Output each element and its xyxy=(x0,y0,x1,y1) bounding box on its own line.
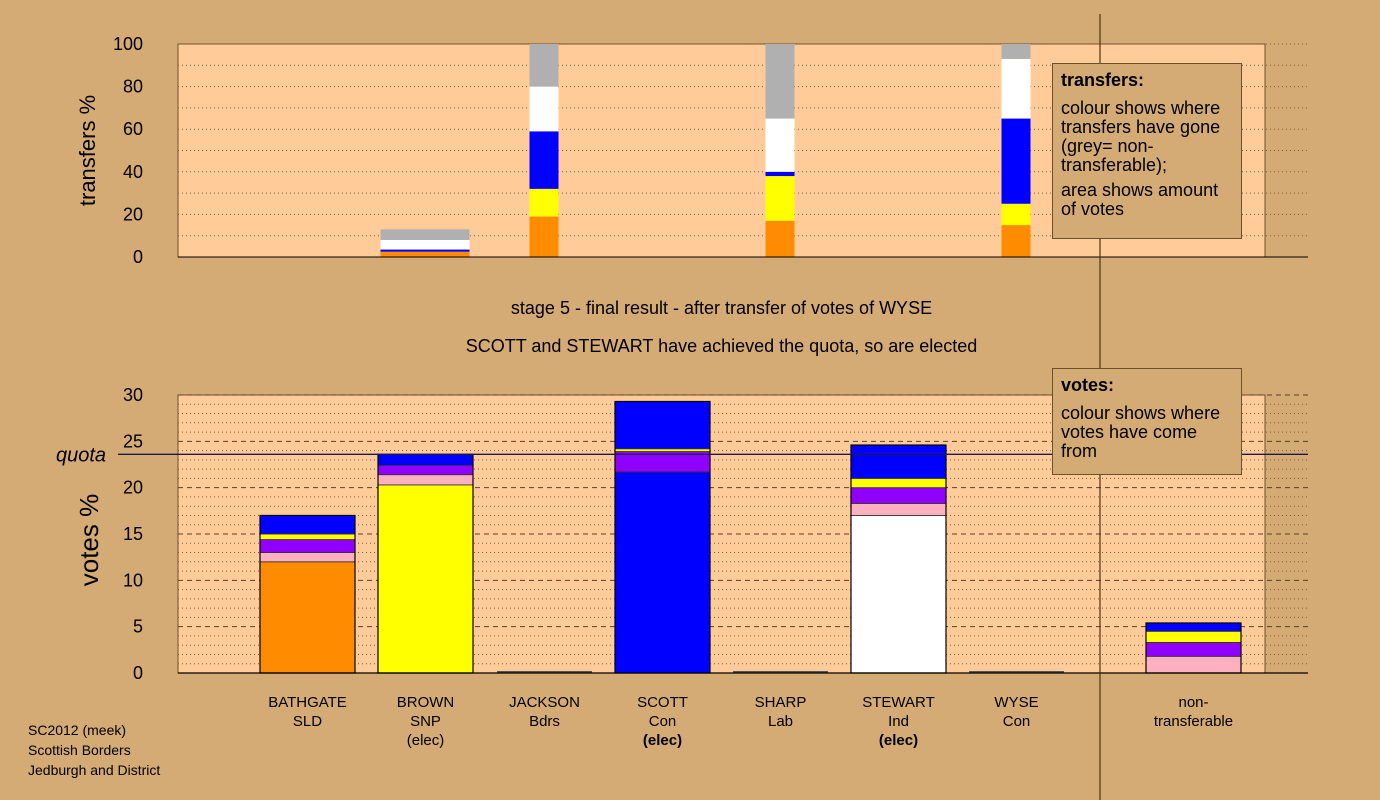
transfers-tick-label: 20 xyxy=(123,204,143,224)
transfer-segment-sld xyxy=(529,216,559,257)
vote-segment-lab xyxy=(1145,642,1242,657)
vote-segment-con xyxy=(850,444,947,479)
votes-tick-label: 30 xyxy=(123,385,143,405)
vote-segment-bdrs xyxy=(377,474,474,486)
transfer-segment-snp xyxy=(529,188,559,217)
vote-segment-lab xyxy=(259,539,356,553)
transfers-tick-label: 0 xyxy=(133,247,143,267)
vote-segment-bdrs xyxy=(1145,655,1242,674)
footnote-line-1: SC2012 (meek) xyxy=(28,722,127,738)
votes-y-axis-label: votes % xyxy=(74,494,104,587)
transfer-segment-ind xyxy=(765,118,795,172)
candidate-party-label: Con xyxy=(1003,713,1031,730)
transfer-segment-ind xyxy=(380,239,470,250)
candidate-party-label: SNP xyxy=(410,713,441,730)
vote-segment-bdrs xyxy=(850,503,947,516)
transfers-legend: transfers: colour shows where transfers … xyxy=(1052,63,1242,239)
transfer-segment-ind xyxy=(1001,58,1031,119)
vote-segment-snp xyxy=(377,484,474,674)
transfers-y-axis-label: transfers % xyxy=(75,95,100,206)
vote-segment-con xyxy=(614,471,711,674)
candidate-status-label: (elec) xyxy=(407,732,445,749)
vote-segment-ind xyxy=(850,515,947,674)
votes-tick-label: 20 xyxy=(123,478,143,498)
transfer-segment-snp xyxy=(765,176,795,221)
vote-segment-snp xyxy=(1145,630,1242,643)
candidate-name-label: non- xyxy=(1178,694,1208,711)
transfers-tick-label: 100 xyxy=(113,34,143,54)
votes-legend-title: votes: xyxy=(1061,375,1115,395)
votes-tick-label: 0 xyxy=(133,663,143,683)
candidate-party-label: Lab xyxy=(768,713,793,730)
footnote-line-2: Scottish Borders xyxy=(28,742,131,758)
transfer-segment-sld xyxy=(380,251,470,257)
vote-segment-snp xyxy=(614,448,711,452)
votes-legend: votes: colour shows where votes have com… xyxy=(1052,368,1242,475)
stage-description: stage 5 - final result - after transfer … xyxy=(510,298,933,318)
quota-label: quota xyxy=(56,444,106,466)
candidate-name-label: WYSE xyxy=(994,694,1038,711)
candidate-party-label: Con xyxy=(649,713,677,730)
transfer-segment-nontransferable xyxy=(1001,44,1031,59)
candidate-name-label: JACKSON xyxy=(509,694,580,711)
vote-segment-con xyxy=(259,515,356,535)
candidate-status-label: (elec) xyxy=(879,732,918,749)
vote-segment-snp xyxy=(259,533,356,540)
candidate-name-label: STEWART xyxy=(862,694,935,711)
transfer-segment-sld xyxy=(1001,225,1031,257)
transfer-segment-con xyxy=(529,131,559,189)
candidate-status-label: (elec) xyxy=(643,732,682,749)
vote-segment-snp xyxy=(850,477,947,489)
vote-segment-con xyxy=(614,401,711,450)
vote-segment-lab xyxy=(377,465,474,476)
vote-segment-sld xyxy=(259,561,356,674)
vote-segment-con xyxy=(1145,622,1242,632)
transfers-tick-label: 60 xyxy=(123,119,143,139)
transfer-segment-nontransferable xyxy=(765,44,795,119)
transfer-segment-ind xyxy=(529,86,559,132)
transfer-segment-nontransferable xyxy=(529,44,559,87)
candidate-party-label: Ind xyxy=(888,713,909,730)
candidate-party-label: Bdrs xyxy=(529,713,560,730)
vote-segment-con xyxy=(377,453,474,466)
transfer-segment-con xyxy=(380,249,470,252)
transfers-legend-line1: colour shows where transfers have gone (… xyxy=(1061,98,1221,175)
transfer-segment-con xyxy=(765,171,795,177)
transfers-tick-label: 80 xyxy=(123,77,143,97)
vote-segment-lab xyxy=(850,487,947,504)
candidate-name-label: SCOTT xyxy=(637,694,688,711)
elected-description: SCOTT and STEWART have achieved the quot… xyxy=(465,336,978,356)
votes-tick-label: 25 xyxy=(123,431,143,451)
transfer-segment-sld xyxy=(765,220,795,257)
footnote-line-3: Jedburgh and District xyxy=(28,762,161,778)
candidate-name-label: SHARP xyxy=(755,694,807,711)
votes-legend-line1: colour shows where votes have come from xyxy=(1061,403,1221,461)
votes-tick-label: 10 xyxy=(123,570,143,590)
votes-tick-label: 15 xyxy=(123,524,143,544)
candidate-party-label: SLD xyxy=(293,713,322,730)
transfer-segment-nontransferable xyxy=(380,229,470,240)
transfer-segment-snp xyxy=(1001,203,1031,226)
transfers-legend-line2: area shows amount of votes xyxy=(1061,180,1219,219)
transfers-legend-title: transfers: xyxy=(1061,70,1145,90)
footnote: SC2012 (meek) Scottish Borders Jedburgh … xyxy=(28,720,160,780)
votes-tick-label: 5 xyxy=(133,617,143,637)
transfer-segment-con xyxy=(1001,118,1031,204)
vote-segment-bdrs xyxy=(259,552,356,563)
candidate-name-label: BATHGATE xyxy=(268,694,347,711)
transfers-tick-label: 40 xyxy=(123,162,143,182)
candidate-party-label: transferable xyxy=(1154,713,1233,730)
candidate-name-label: BROWN xyxy=(397,694,455,711)
